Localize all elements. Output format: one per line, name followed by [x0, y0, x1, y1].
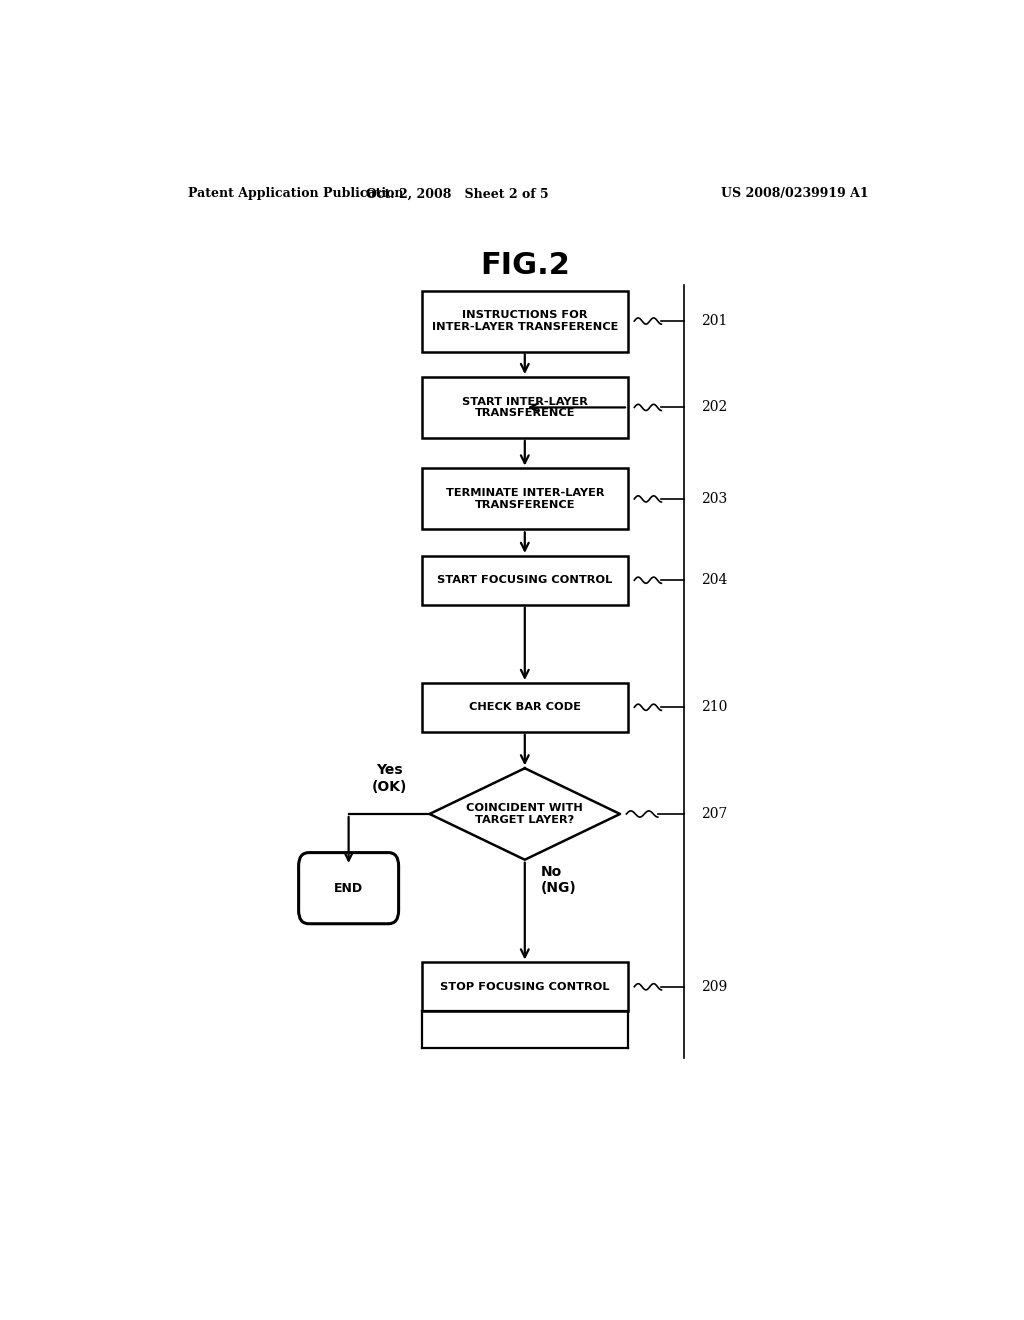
Text: 202: 202	[701, 400, 727, 414]
Text: COINCIDENT WITH
TARGET LAYER?: COINCIDENT WITH TARGET LAYER?	[466, 803, 584, 825]
Text: Patent Application Publication: Patent Application Publication	[187, 187, 403, 201]
Text: No
(NG): No (NG)	[541, 865, 577, 895]
Text: 209: 209	[701, 979, 727, 994]
Text: 203: 203	[701, 492, 727, 506]
Text: CHECK BAR CODE: CHECK BAR CODE	[469, 702, 581, 713]
FancyBboxPatch shape	[422, 556, 628, 605]
FancyBboxPatch shape	[422, 378, 628, 438]
Text: 207: 207	[701, 807, 727, 821]
Text: STOP FOCUSING CONTROL: STOP FOCUSING CONTROL	[440, 982, 609, 991]
Text: TERMINATE INTER-LAYER
TRANSFERENCE: TERMINATE INTER-LAYER TRANSFERENCE	[445, 488, 604, 510]
Text: 210: 210	[701, 700, 727, 714]
Text: START FOCUSING CONTROL: START FOCUSING CONTROL	[437, 576, 612, 585]
Text: INSTRUCTIONS FOR
INTER-LAYER TRANSFERENCE: INSTRUCTIONS FOR INTER-LAYER TRANSFERENC…	[431, 310, 618, 331]
FancyBboxPatch shape	[299, 853, 398, 924]
FancyBboxPatch shape	[422, 962, 628, 1011]
Text: US 2008/0239919 A1: US 2008/0239919 A1	[721, 187, 868, 201]
Polygon shape	[430, 768, 620, 859]
Text: FIG.2: FIG.2	[480, 251, 569, 280]
Text: Yes
(OK): Yes (OK)	[372, 763, 408, 793]
Text: END: END	[334, 882, 364, 895]
Text: 204: 204	[701, 573, 727, 587]
Text: 201: 201	[701, 314, 727, 329]
Text: START INTER-LAYER
TRANSFERENCE: START INTER-LAYER TRANSFERENCE	[462, 396, 588, 418]
FancyBboxPatch shape	[422, 682, 628, 731]
Text: Oct. 2, 2008   Sheet 2 of 5: Oct. 2, 2008 Sheet 2 of 5	[366, 187, 549, 201]
FancyBboxPatch shape	[422, 290, 628, 351]
FancyBboxPatch shape	[422, 469, 628, 529]
